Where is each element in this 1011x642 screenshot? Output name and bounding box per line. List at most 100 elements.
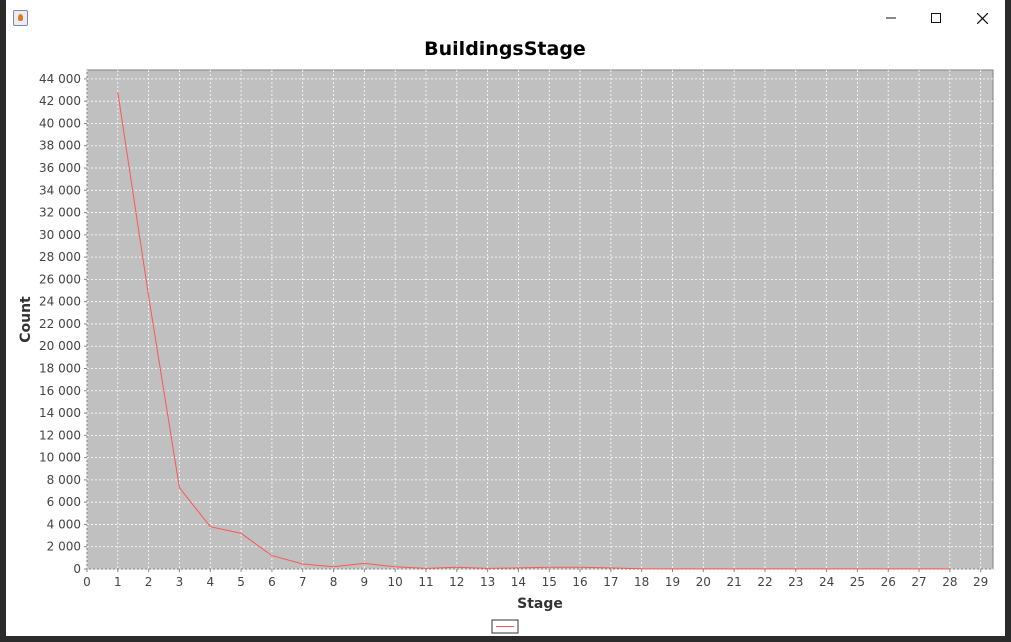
- close-icon: [976, 12, 988, 24]
- data-point: [517, 566, 520, 569]
- x-tick-label: 7: [299, 575, 307, 589]
- data-point: [548, 566, 551, 569]
- data-point: [240, 532, 243, 535]
- y-tick-label: 24 000: [39, 295, 81, 309]
- x-tick-label: 28: [942, 575, 957, 589]
- maximize-button[interactable]: [913, 2, 959, 34]
- x-tick-label: 2: [145, 575, 153, 589]
- title-bar[interactable]: [6, 0, 1005, 36]
- x-tick-label: 10: [388, 575, 403, 589]
- chart-panel: BuildingsStage 0 2 000 4 000 6 000 8 000 10 0…: [6, 36, 1005, 636]
- y-tick-label: 44 000: [39, 72, 81, 86]
- data-point: [856, 567, 859, 570]
- y-tick-label: 36 000: [39, 161, 81, 175]
- y-tick-label: 38 000: [39, 139, 81, 153]
- x-tick-label: 29: [973, 575, 988, 589]
- x-tick-label: 21: [727, 575, 742, 589]
- data-point: [363, 562, 366, 565]
- minimize-button[interactable]: [868, 2, 914, 34]
- y-tick-label: 10 000: [39, 451, 81, 465]
- y-tick-label: 42 000: [39, 94, 81, 108]
- x-tick-label: 26: [881, 575, 896, 589]
- data-point: [178, 486, 181, 489]
- x-tick-label: 13: [480, 575, 495, 589]
- x-tick-label: 18: [634, 575, 649, 589]
- x-axis-title: Stage: [517, 596, 563, 612]
- x-tick-label: 22: [757, 575, 772, 589]
- data-point: [948, 567, 951, 570]
- data-point: [147, 295, 150, 298]
- x-tick-label: 24: [819, 575, 834, 589]
- close-button[interactable]: [959, 2, 1005, 34]
- data-point: [825, 567, 828, 570]
- x-tick-label: 23: [788, 575, 803, 589]
- x-tick-label: 27: [911, 575, 926, 589]
- data-point: [116, 91, 119, 94]
- x-tick-label: 16: [572, 575, 587, 589]
- x-axis: 0 1 2 3 4 5 6 7 8 9 10 11 12 13 14 15 16 17 18 19 20 21 22 23 24…: [83, 569, 988, 589]
- data-point: [887, 567, 890, 570]
- x-tick-label: 4: [206, 575, 214, 589]
- data-point: [424, 567, 427, 570]
- x-tick-label: 20: [696, 575, 711, 589]
- java-app-icon[interactable]: [13, 10, 28, 26]
- x-tick-label: 19: [665, 575, 680, 589]
- data-point: [209, 525, 212, 528]
- y-tick-label: 22 000: [39, 317, 81, 331]
- data-point: [702, 567, 705, 570]
- y-tick-label: 32 000: [39, 206, 81, 220]
- y-tick-label: 4 000: [47, 517, 81, 531]
- series-group: [116, 91, 951, 570]
- chart-title: BuildingsStage: [424, 38, 586, 60]
- data-point: [794, 567, 797, 570]
- x-tick-label: 6: [268, 575, 276, 589]
- data-point: [332, 565, 335, 568]
- y-tick-label: 2 000: [47, 540, 81, 554]
- series-line-0: [117, 92, 950, 570]
- x-tick-label: 8: [330, 575, 338, 589]
- data-point: [394, 565, 397, 568]
- data-point: [733, 567, 736, 570]
- data-point: [486, 567, 489, 570]
- legend[interactable]: [491, 619, 519, 634]
- x-tick-label: 17: [603, 575, 618, 589]
- data-point: [609, 566, 612, 569]
- chart-window: BuildingsStage 0 2 000 4 000 6 000 8 000 10 0…: [6, 0, 1005, 636]
- y-tick-label: 0: [73, 562, 81, 576]
- x-tick-label: 15: [542, 575, 557, 589]
- y-tick-label: 26 000: [39, 272, 81, 286]
- data-point: [301, 562, 304, 565]
- minimize-icon: [886, 17, 896, 19]
- y-tick-label: 14 000: [39, 406, 81, 420]
- data-point: [763, 567, 766, 570]
- x-tick-label: 0: [83, 575, 91, 589]
- y-tick-label: 20 000: [39, 339, 81, 353]
- maximize-icon: [931, 13, 941, 23]
- y-tick-label: 16 000: [39, 384, 81, 398]
- x-tick-label: 11: [418, 575, 433, 589]
- y-axis: 0 2 000 4 000 6 000 8 000 10 000 12 000 14 000 1…: [39, 72, 87, 576]
- y-tick-label: 30 000: [39, 228, 81, 242]
- data-point: [640, 567, 643, 570]
- y-tick-label: 28 000: [39, 250, 81, 264]
- y-tick-label: 18 000: [39, 362, 81, 376]
- x-tick-label: 14: [511, 575, 526, 589]
- x-tick-label: 1: [114, 575, 122, 589]
- data-point: [579, 566, 582, 569]
- data-point: [918, 567, 921, 570]
- x-tick-label: 25: [850, 575, 865, 589]
- data-point: [455, 566, 458, 569]
- y-tick-label: 8 000: [47, 473, 81, 487]
- data-point: [671, 567, 674, 570]
- x-tick-label: 5: [237, 575, 245, 589]
- line-chart: BuildingsStage 0 2 000 4 000 6 000 8 000 10 0…: [18, 38, 994, 634]
- data-point: [270, 554, 273, 557]
- y-tick-label: 40 000: [39, 116, 81, 130]
- gridlines: [86, 70, 993, 570]
- y-tick-label: 34 000: [39, 183, 81, 197]
- x-tick-label: 9: [361, 575, 369, 589]
- y-axis-title: Count: [18, 296, 34, 343]
- x-tick-label: 12: [449, 575, 464, 589]
- x-tick-label: 3: [176, 575, 184, 589]
- y-tick-label: 6 000: [47, 495, 81, 509]
